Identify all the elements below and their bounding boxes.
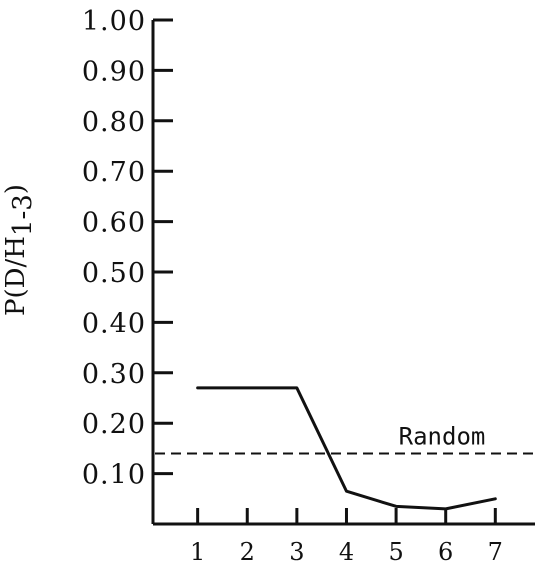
y-tick-label: 0.10 <box>82 460 146 491</box>
y-tick-label: 0.20 <box>82 409 146 440</box>
y-tick-label: 0.40 <box>82 308 146 339</box>
y-axis-title-main: P(D/H <box>1 236 31 316</box>
y-axis: 1.00 0.90 0.80 0.70 0.60 0.50 0.40 0.30 0.20 0.10 <box>82 6 173 524</box>
x-tick-label: 3 <box>289 538 304 566</box>
y-tick-label: 0.30 <box>82 359 146 390</box>
series-lines <box>196 386 497 511</box>
x-tick-label: 2 <box>240 538 255 566</box>
axis-labels: P(D/H1-3) <box>1 184 38 316</box>
y-axis-title-close: ) <box>1 184 31 194</box>
y-tick-label: 0.60 <box>82 208 146 239</box>
reference-lines: Random <box>155 422 535 455</box>
y-tick-label: 1.00 <box>82 6 146 37</box>
y-tick-label: 0.80 <box>82 107 146 138</box>
random-reference-label: Random <box>399 422 486 450</box>
y-tick-label: 0.70 <box>82 157 146 188</box>
x-tick-label: 1 <box>190 538 205 566</box>
x-axis: 1 2 3 4 5 6 7 <box>153 508 535 566</box>
x-tick-label: 7 <box>488 538 503 566</box>
x-tick-label: 6 <box>438 538 453 566</box>
y-tick-label: 0.50 <box>82 258 146 289</box>
x-tick-label: 5 <box>388 538 403 566</box>
x-tick-label: 4 <box>339 538 354 566</box>
y-axis-title-subscript: 1-3 <box>8 194 38 236</box>
y-axis-title: P(D/H1-3) <box>1 184 38 316</box>
y-tick-label: 0.90 <box>82 56 146 87</box>
